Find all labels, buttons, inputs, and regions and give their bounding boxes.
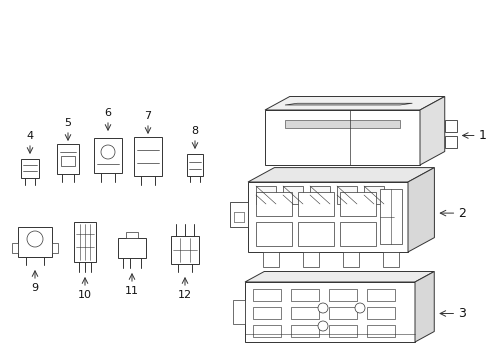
Text: 11: 11	[125, 286, 139, 296]
Polygon shape	[229, 202, 247, 227]
Text: 10: 10	[78, 290, 92, 300]
Circle shape	[317, 321, 327, 331]
Bar	[252, 325, 281, 337]
Bar	[339, 222, 375, 246]
Polygon shape	[444, 120, 456, 131]
Polygon shape	[444, 135, 456, 148]
Polygon shape	[264, 96, 444, 110]
Polygon shape	[244, 271, 433, 282]
Bar	[256, 186, 275, 204]
Polygon shape	[232, 300, 244, 324]
Polygon shape	[118, 238, 146, 258]
Bar	[256, 192, 291, 216]
Polygon shape	[382, 252, 398, 267]
Text: 2: 2	[457, 207, 466, 220]
Text: 5: 5	[64, 118, 71, 128]
Polygon shape	[407, 168, 433, 252]
Bar	[309, 186, 329, 204]
Bar	[379, 189, 401, 244]
Text: 7: 7	[144, 111, 151, 121]
Bar	[328, 325, 356, 337]
Polygon shape	[186, 154, 203, 176]
Polygon shape	[247, 182, 407, 252]
Polygon shape	[18, 227, 52, 257]
Bar	[283, 186, 303, 204]
Polygon shape	[263, 252, 279, 267]
Polygon shape	[74, 222, 96, 262]
Bar	[336, 186, 356, 204]
Polygon shape	[21, 159, 39, 178]
Text: 1: 1	[478, 129, 486, 142]
Polygon shape	[94, 138, 122, 173]
Circle shape	[101, 145, 115, 159]
Bar	[252, 289, 281, 301]
Polygon shape	[244, 282, 414, 342]
Bar	[297, 222, 333, 246]
Bar	[366, 289, 394, 301]
Polygon shape	[303, 252, 318, 267]
Bar	[366, 307, 394, 319]
Bar	[290, 307, 318, 319]
Circle shape	[354, 303, 364, 313]
Bar	[252, 307, 281, 319]
Polygon shape	[285, 103, 411, 105]
Text: 12: 12	[178, 290, 192, 300]
Text: 9: 9	[31, 283, 39, 293]
Polygon shape	[342, 252, 358, 267]
Text: 3: 3	[457, 307, 465, 320]
Bar	[285, 120, 399, 128]
Polygon shape	[57, 144, 79, 174]
Bar	[366, 325, 394, 337]
Polygon shape	[414, 271, 433, 342]
Polygon shape	[247, 168, 433, 182]
Bar	[61, 156, 75, 166]
Circle shape	[317, 303, 327, 313]
Bar	[328, 307, 356, 319]
Circle shape	[27, 231, 43, 247]
Bar	[297, 192, 333, 216]
Text: 8: 8	[191, 126, 198, 136]
Polygon shape	[264, 110, 419, 165]
Bar	[290, 325, 318, 337]
Text: 4: 4	[26, 131, 34, 141]
Polygon shape	[171, 236, 199, 264]
Polygon shape	[12, 243, 18, 253]
Bar	[363, 186, 383, 204]
Bar	[290, 289, 318, 301]
Polygon shape	[126, 232, 138, 238]
Polygon shape	[419, 96, 444, 165]
Bar	[328, 289, 356, 301]
Polygon shape	[134, 137, 162, 176]
Polygon shape	[52, 243, 58, 253]
Bar	[256, 222, 291, 246]
Bar	[339, 192, 375, 216]
Text: 6: 6	[104, 108, 111, 118]
